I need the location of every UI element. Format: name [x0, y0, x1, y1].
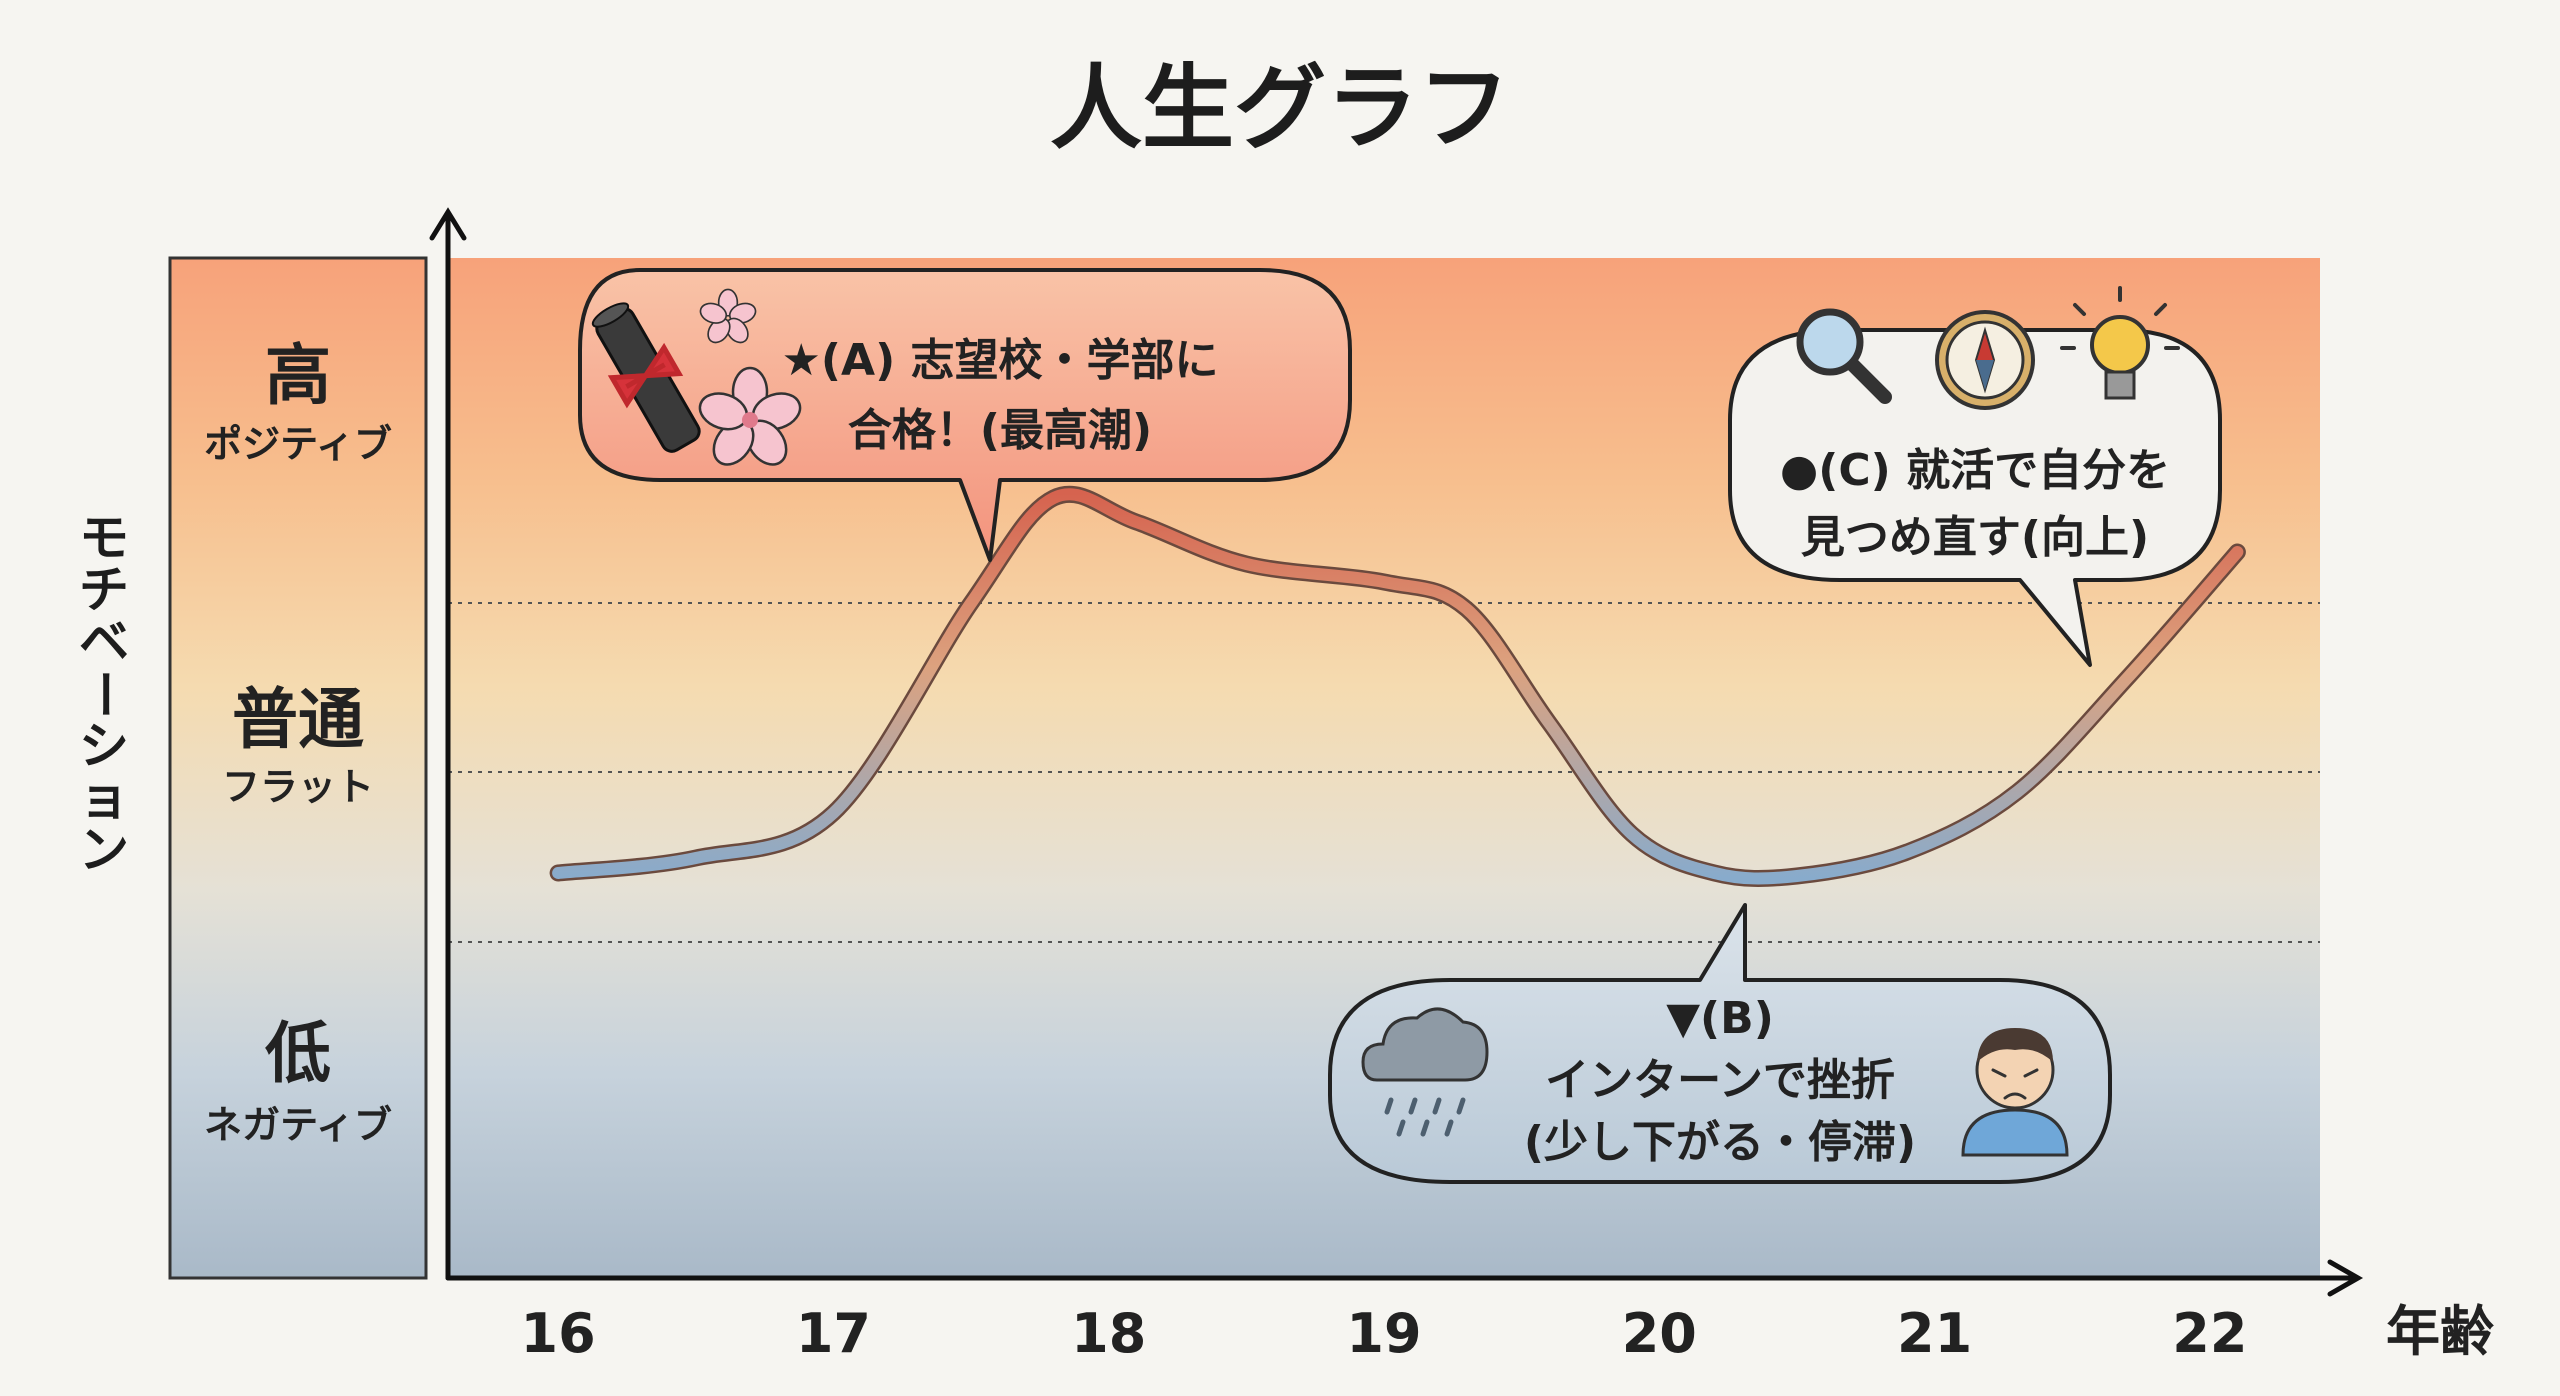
x-tick-label: 18: [1071, 1302, 1146, 1365]
annotation-a-bubble: [578, 268, 1352, 562]
x-tick-label: 21: [1897, 1302, 1972, 1365]
band-panel: [168, 256, 428, 1280]
annotation-b-line3: (少し下がる・停滞): [1524, 1117, 1916, 1168]
annotation-a-line2: 合格！(最高潮): [848, 405, 1152, 456]
y-axis-label-char: チ: [79, 561, 129, 619]
y-axis-arrow: [429, 207, 467, 241]
annotation-c-bubble: [1728, 328, 2222, 667]
annotation-c: ●(C) 就活で自分を 見つめ直す(向上): [1728, 286, 2222, 667]
x-axis-label: 年齢: [2386, 1300, 2494, 1363]
x-tick-labels: 16 17 18 19 20 21 22: [521, 1302, 2248, 1365]
band-low-sub: ネガティブ: [204, 1103, 392, 1147]
y-axis-label-char: ー: [75, 669, 133, 719]
band-high-main: 高: [265, 337, 331, 414]
lightbulb-icon: [2060, 286, 2180, 400]
x-tick-label: 19: [1346, 1302, 1421, 1365]
sakura-small-icon: [699, 288, 757, 344]
axes: [429, 207, 2364, 1297]
band-flat-main: 普通: [232, 681, 364, 758]
graduation-scroll-icon: [591, 302, 701, 453]
x-tick-label: 16: [521, 1302, 596, 1365]
rain-cloud-icon: [1361, 1007, 1489, 1137]
x-tick-label: 22: [2172, 1302, 2247, 1365]
y-axis-label-char: モ: [79, 509, 129, 567]
annotation-a: ★(A) 志望校・学部に 合格！(最高潮): [578, 268, 1352, 562]
series-life: [549, 485, 2246, 887]
band-low-main: 低: [265, 1015, 331, 1092]
band-flat-sub: フラット: [222, 765, 374, 809]
gridlines: [448, 602, 2320, 943]
annotation-a-line1: ★(A) 志望校・学部に: [781, 335, 1218, 386]
annotation-c-line2: 見つめ直す(向上): [1801, 512, 2149, 563]
annotation-b-line1: ▼(B): [1666, 993, 1774, 1044]
band-high-sub: ポジティブ: [204, 422, 392, 466]
y-axis-label-char: ベ: [79, 613, 129, 671]
compass-icon: [1935, 310, 2035, 410]
annotation-b-bubble: [1328, 903, 2112, 1184]
annotation-b: ▼(B) インターンで挫折 (少し下がる・停滞): [1328, 903, 2112, 1184]
y-axis-label-char: ン: [79, 821, 129, 879]
series-line: [552, 488, 2244, 885]
y-axis-label-char: シ: [79, 717, 129, 775]
sakura-icon: [698, 366, 802, 466]
magnifier-icon: [1796, 308, 1892, 404]
x-axis-arrow: [2327, 1259, 2364, 1297]
x-tick-label: 20: [1622, 1302, 1697, 1365]
frustrated-person-icon: [1961, 1028, 2069, 1157]
band-labels: 高 ポジティブ 普通 フラット 低 ネガティブ: [204, 337, 392, 1147]
y-axis-label-char: ョ: [79, 769, 129, 827]
chart-title: 人生グラフ: [1050, 55, 1510, 162]
annotation-c-line1: ●(C) 就活で自分を: [1780, 445, 2170, 496]
annotation-b-line2: インターンで挫折: [1545, 1055, 1895, 1106]
x-tick-label: 17: [796, 1302, 871, 1365]
